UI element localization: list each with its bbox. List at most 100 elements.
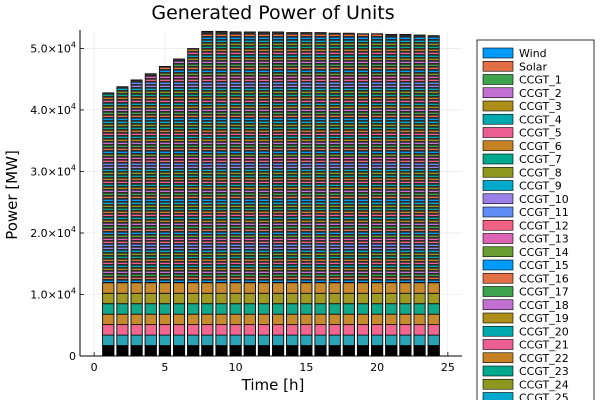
bar-segment: [202, 247, 213, 250]
bar-segment: [357, 274, 369, 277]
bar-segment: [258, 250, 269, 253]
bar-segment: [230, 52, 241, 55]
bar-segment: [103, 277, 114, 280]
bar-segment: [244, 187, 255, 190]
bar-segment: [343, 184, 354, 187]
bar-segment: [414, 46, 425, 49]
bar-segment: [386, 178, 397, 181]
bar-segment: [258, 280, 269, 283]
bar-segment: [273, 169, 284, 172]
bar-segment: [230, 238, 241, 241]
bar-segment: [131, 130, 142, 133]
bar-segment: [188, 205, 199, 208]
bar-segment: [428, 226, 439, 229]
bar-segment: [287, 178, 298, 181]
bar-segment: [287, 145, 298, 148]
bar-segment: [286, 303, 299, 315]
legend-label: CCGT_20: [519, 325, 569, 338]
bar-segment: [258, 136, 269, 139]
bar-segment: [372, 169, 383, 172]
bar-segment: [343, 97, 354, 100]
bar-segment: [244, 64, 255, 67]
bar-segment: [357, 265, 369, 268]
bar-segment: [216, 241, 227, 244]
bar-segment: [244, 58, 255, 61]
bar-segment: [428, 97, 439, 100]
bar-segment: [287, 118, 298, 121]
bar-segment: [315, 55, 326, 58]
bar-segment: [131, 214, 142, 217]
bar-segment: [372, 61, 383, 64]
bar-segment: [315, 121, 326, 124]
bar-segment: [386, 169, 397, 172]
bar-segment: [273, 205, 284, 208]
bar-segment: [244, 226, 255, 229]
bar-segment: [258, 154, 269, 157]
bar-segment: [287, 103, 298, 106]
bar-segment: [315, 265, 326, 268]
bar-stack: [201, 30, 214, 357]
bar-segment: [273, 244, 284, 247]
bar-segment: [287, 70, 298, 73]
bar-segment: [400, 100, 411, 103]
bar-segment: [414, 70, 425, 73]
bar-segment: [329, 277, 340, 280]
bar-segment: [258, 73, 269, 76]
bar-segment: [273, 103, 284, 106]
bar-segment: [216, 235, 227, 238]
bar-segment: [357, 130, 369, 133]
bar-segment: [159, 73, 170, 76]
bar-segment: [315, 214, 326, 217]
bar-segment: [258, 58, 269, 61]
bar-segment: [428, 187, 439, 190]
bar-segment: [343, 121, 354, 124]
legend-label: CCGT_2: [519, 87, 562, 100]
bar-segment: [343, 250, 354, 253]
bar-segment: [400, 88, 411, 91]
bar-segment: [342, 345, 355, 357]
bar-segment: [202, 220, 213, 223]
bar-segment: [273, 91, 284, 94]
bar-segment: [116, 292, 129, 305]
bar-segment: [301, 151, 312, 154]
bar-segment: [258, 130, 269, 133]
bar-segment: [102, 292, 115, 305]
bar-segment: [300, 334, 313, 346]
bar-segment: [315, 115, 326, 118]
bar-segment: [131, 211, 142, 214]
bar-segment: [301, 250, 312, 253]
bar-segment: [117, 262, 128, 265]
bar-segment: [301, 265, 312, 268]
bar-segment: [343, 133, 354, 136]
bar-segment: [399, 292, 412, 305]
bar-segment: [188, 268, 199, 271]
bar-segment: [372, 73, 383, 76]
bar-segment: [145, 274, 156, 277]
bar-segment: [258, 118, 269, 121]
bar-segment: [103, 181, 114, 184]
bar-segment: [103, 226, 114, 229]
bar-segment: [329, 79, 340, 82]
bar-segment: [329, 172, 340, 175]
bar-segment: [356, 334, 370, 346]
bar-segment: [287, 43, 298, 46]
bar-segment: [173, 121, 185, 124]
bar-segment: [428, 178, 439, 181]
bar-segment: [258, 109, 269, 112]
bar-segment: [117, 100, 128, 103]
bar-segment: [216, 82, 227, 85]
x-tick-label: 25: [441, 361, 455, 374]
bar-segment: [414, 202, 425, 205]
legend-label: CCGT_1: [519, 74, 562, 87]
bar-segment: [131, 160, 142, 163]
bar-segment: [244, 97, 255, 100]
bar-segment: [131, 265, 142, 268]
bar-segment: [145, 181, 156, 184]
bar-segment: [343, 241, 354, 244]
bar-segment: [400, 52, 411, 55]
bar-segment: [202, 280, 213, 283]
bar-segment: [244, 82, 255, 85]
bar-segment: [202, 118, 213, 121]
bar-segment: [188, 247, 199, 250]
bar-segment: [315, 184, 326, 187]
